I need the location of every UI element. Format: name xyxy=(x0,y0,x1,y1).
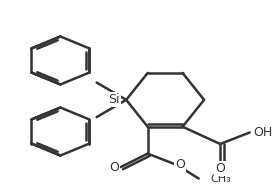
Text: OH: OH xyxy=(254,126,273,139)
Text: Si: Si xyxy=(108,93,120,106)
Text: O: O xyxy=(215,162,225,175)
Text: O: O xyxy=(109,161,119,174)
Text: O: O xyxy=(175,158,185,171)
Text: CH₃: CH₃ xyxy=(211,174,232,184)
